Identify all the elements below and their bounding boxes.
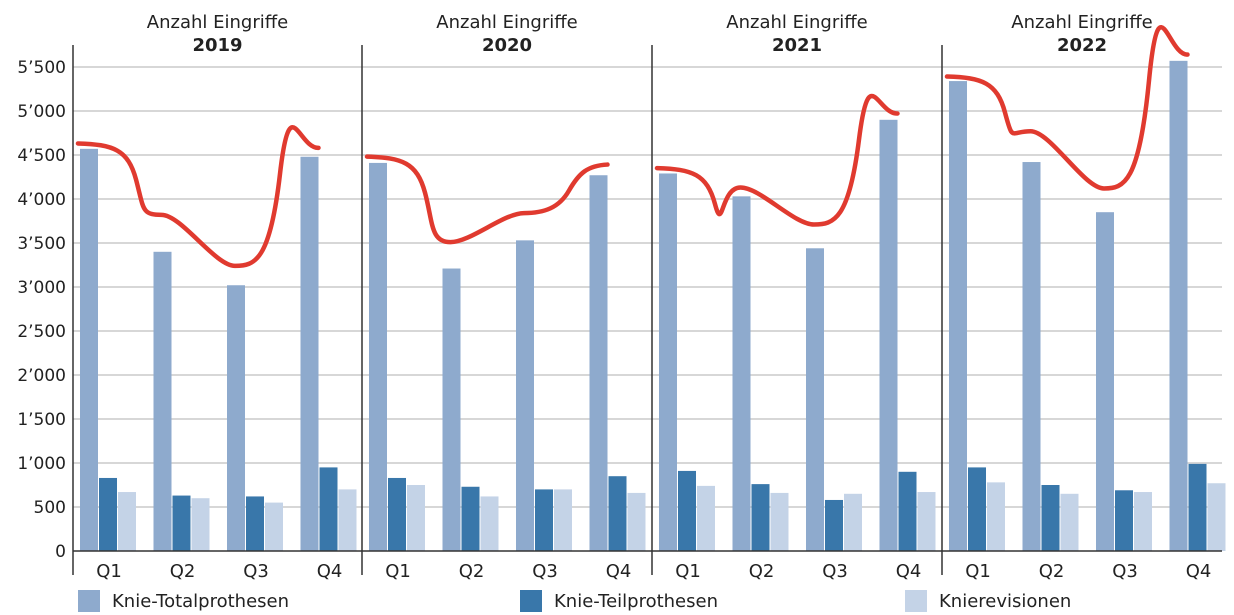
bar-knie-teilprothesen-2019-q4: [319, 467, 338, 551]
x-tick-label: Q4: [1186, 561, 1212, 582]
bar-knie-teilprothesen-2019-q3: [246, 496, 264, 551]
x-tick-label: Q3: [532, 561, 558, 582]
x-tick-label: Q4: [606, 561, 632, 582]
y-tick-label: 1’500: [17, 410, 66, 430]
bar-knierevisionen-2021-q2: [770, 492, 789, 551]
bar-knie-totalprothesen-2019-q4: [300, 156, 319, 551]
panel-title: Anzahl Eingriffe: [1011, 12, 1152, 33]
bar-knie-teilprothesen-2021-q3: [825, 499, 843, 551]
legend-swatch-knie-totalprothesen: [78, 590, 100, 612]
bar-knie-teilprothesen-2019-q1: [99, 477, 117, 551]
bar-knie-totalprothesen-2021-q4: [879, 119, 898, 552]
bar-knierevisionen-2022-q1: [987, 482, 1005, 551]
y-tick-label: 0: [55, 542, 66, 562]
panel-title: Anzahl Eingriffe: [436, 12, 577, 33]
bar-knie-totalprothesen-2019-q1: [80, 148, 98, 551]
annotation-trend-line-2022: [944, 25, 1190, 191]
bar-knie-totalprothesen-2021-q3: [806, 248, 824, 551]
y-tick-label: 1’000: [17, 454, 66, 474]
y-tick-label: 3’000: [17, 278, 66, 298]
bar-knierevisionen-2019-q1: [118, 492, 136, 551]
legend-item-knie-teilprothesen: Knie-Teilprothesen: [520, 589, 718, 613]
x-tick-label: Q2: [170, 561, 196, 582]
bar-knie-teilprothesen-2022-q3: [1115, 490, 1133, 551]
panel-year: 2020: [482, 35, 532, 56]
bar-knie-teilprothesen-2021-q2: [751, 484, 770, 551]
legend-label-knie-totalprothesen: Knie-Totalprothesen: [112, 590, 290, 612]
bar-knie-totalprothesen-2020-q1: [369, 162, 387, 552]
x-tick-label: Q2: [1039, 561, 1065, 582]
legend-label-knierevisionen: Knierevisionen: [939, 590, 1072, 612]
bar-knie-teilprothesen-2022-q2: [1041, 485, 1060, 551]
y-tick-label: 4’500: [17, 146, 66, 166]
bar-knie-teilprothesen-2022-q4: [1188, 463, 1207, 551]
bar-knie-totalprothesen-2022-q1: [949, 81, 967, 551]
x-tick-label: Q3: [822, 561, 848, 582]
bar-knie-totalprothesen-2021-q1: [659, 173, 677, 552]
bar-knierevisionen-2021-q3: [844, 493, 862, 551]
bar-knierevisionen-2020-q3: [554, 489, 572, 551]
panel-year: 2019: [192, 35, 242, 56]
y-tick-label: 3’500: [17, 234, 66, 254]
bar-knierevisionen-2021-q4: [917, 492, 936, 551]
bar-knie-teilprothesen-2021-q1: [678, 470, 696, 551]
x-tick-label: Q1: [675, 561, 701, 582]
x-tick-label: Q1: [385, 561, 411, 582]
bar-knie-teilprothesen-2020-q1: [388, 477, 406, 551]
bar-knierevisionen-2020-q1: [407, 485, 425, 551]
x-tick-label: Q2: [459, 561, 485, 582]
y-tick-label: 2’500: [17, 322, 66, 342]
bar-knierevisionen-2019-q2: [191, 498, 210, 551]
annotation-trend-line-2020: [364, 154, 610, 245]
x-tick-label: Q2: [749, 561, 775, 582]
bar-knie-teilprothesen-2021-q4: [898, 471, 917, 551]
legend-swatch-knie-teilprothesen: [520, 590, 542, 612]
panel-title: Anzahl Eingriffe: [147, 12, 288, 33]
bar-knie-totalprothesen-2022-q4: [1169, 60, 1188, 552]
bar-knie-teilprothesen-2019-q2: [172, 495, 191, 551]
annotation-trend-line-2019: [75, 125, 321, 269]
bar-knierevisionen-2019-q4: [338, 489, 357, 551]
y-tick-label: 5’500: [17, 58, 66, 78]
bar-knie-totalprothesen-2020-q2: [442, 268, 461, 551]
y-tick-label: 2’000: [17, 366, 66, 386]
panel-year: 2021: [772, 35, 822, 56]
legend-item-knierevisionen: Knierevisionen: [905, 589, 1071, 613]
bar-knie-totalprothesen-2019-q3: [227, 285, 245, 551]
bar-knierevisionen-2022-q4: [1207, 483, 1226, 551]
panel-year: 2022: [1057, 35, 1107, 56]
bar-knierevisionen-2020-q4: [627, 492, 646, 551]
bar-knierevisionen-2020-q2: [480, 496, 499, 551]
x-tick-label: Q4: [896, 561, 922, 582]
bar-knie-totalprothesen-2020-q3: [516, 240, 534, 552]
bar-knie-totalprothesen-2021-q2: [732, 196, 751, 552]
y-tick-label: 5’000: [17, 102, 66, 122]
legend-item-knie-totalprothesen: Knie-Totalprothesen: [78, 589, 289, 613]
x-tick-label: Q3: [1112, 561, 1138, 582]
y-tick-label: 500: [34, 498, 66, 518]
legend-label-knie-teilprothesen: Knie-Teilprothesen: [554, 590, 718, 612]
bar-knie-totalprothesen-2022-q3: [1096, 212, 1114, 551]
bar-knie-teilprothesen-2020-q3: [535, 489, 553, 551]
legend-swatch-knierevisionen: [905, 590, 927, 612]
x-tick-label: Q3: [243, 561, 269, 582]
bar-knie-teilprothesen-2022-q1: [968, 467, 986, 551]
bar-knie-totalprothesen-2022-q2: [1022, 162, 1041, 552]
bar-knie-totalprothesen-2019-q2: [153, 251, 172, 552]
bar-knierevisionen-2019-q3: [265, 502, 283, 551]
annotation-trend-line-2021: [654, 93, 900, 227]
x-tick-label: Q4: [317, 561, 343, 582]
y-tick-label: 4’000: [17, 190, 66, 210]
bar-knie-teilprothesen-2020-q4: [608, 476, 627, 551]
x-tick-label: Q1: [96, 561, 122, 582]
x-tick-label: Q1: [965, 561, 991, 582]
bar-knierevisionen-2021-q1: [697, 485, 715, 551]
bar-knierevisionen-2022-q3: [1134, 492, 1152, 551]
bar-knie-totalprothesen-2020-q4: [589, 175, 608, 552]
panel-title: Anzahl Eingriffe: [726, 12, 867, 33]
bar-knie-teilprothesen-2020-q2: [461, 486, 480, 551]
bar-knierevisionen-2022-q2: [1060, 493, 1079, 551]
